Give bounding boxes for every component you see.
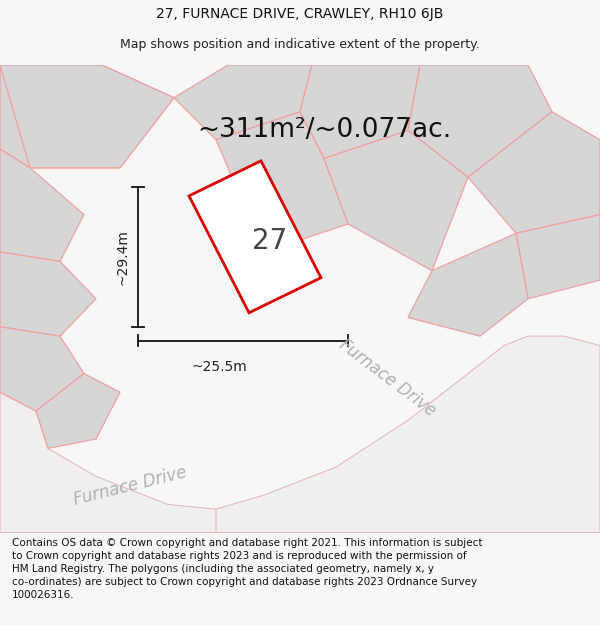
Text: 27, FURNACE DRIVE, CRAWLEY, RH10 6JB: 27, FURNACE DRIVE, CRAWLEY, RH10 6JB <box>157 8 443 21</box>
Text: ~25.5m: ~25.5m <box>191 359 247 374</box>
Polygon shape <box>468 112 600 233</box>
Polygon shape <box>36 374 120 448</box>
Polygon shape <box>216 112 348 252</box>
Text: Furnace Drive: Furnace Drive <box>72 463 189 509</box>
Polygon shape <box>189 161 321 312</box>
Text: Furnace Drive: Furnace Drive <box>336 336 440 421</box>
Text: ~311m²/~0.077ac.: ~311m²/~0.077ac. <box>197 118 451 144</box>
Polygon shape <box>0 65 174 168</box>
Polygon shape <box>0 149 84 261</box>
Text: 27: 27 <box>253 228 287 256</box>
Polygon shape <box>0 65 174 168</box>
Polygon shape <box>516 214 600 299</box>
Polygon shape <box>408 233 528 336</box>
Polygon shape <box>174 65 312 140</box>
Text: ~29.4m: ~29.4m <box>116 229 130 284</box>
Text: Contains OS data © Crown copyright and database right 2021. This information is : Contains OS data © Crown copyright and d… <box>12 538 482 600</box>
Polygon shape <box>0 252 96 336</box>
Polygon shape <box>216 336 600 532</box>
Polygon shape <box>0 327 84 411</box>
Polygon shape <box>324 131 468 271</box>
Polygon shape <box>300 65 420 159</box>
Text: Map shows position and indicative extent of the property.: Map shows position and indicative extent… <box>120 38 480 51</box>
Polygon shape <box>408 65 552 178</box>
Polygon shape <box>0 392 360 532</box>
